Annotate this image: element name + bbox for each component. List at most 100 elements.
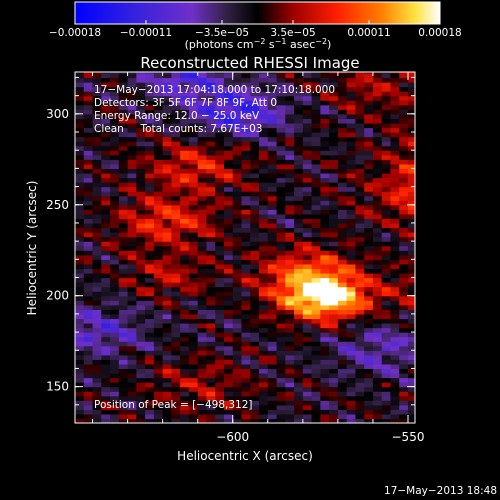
heatmap-cell: [136, 163, 146, 169]
heatmap-cell: [145, 245, 155, 251]
heatmap-cell: [372, 141, 383, 147]
heatmap-cell: [381, 163, 392, 169]
heatmap-cell: [302, 418, 313, 423]
heatmap-cell: [294, 368, 304, 374]
heatmap-cell: [285, 327, 295, 333]
heatmap-cell: [372, 391, 383, 397]
heatmap-cell: [285, 409, 295, 415]
heatmap-cell: [346, 104, 357, 110]
heatmap-cell: [136, 159, 146, 165]
heatmap-cell: [197, 154, 208, 160]
heatmap-cell: [311, 195, 321, 201]
heatmap-cell: [294, 72, 304, 74]
heatmap-cell: [302, 413, 313, 420]
heatmap-cell: [311, 122, 321, 129]
heatmap-cell: [311, 113, 321, 119]
heatmap-cell: [259, 245, 269, 251]
heatmap-cell: [311, 309, 321, 315]
heatmap-cell: [127, 163, 137, 169]
heatmap-cell: [346, 286, 357, 292]
heatmap-cell: [75, 218, 85, 224]
heatmap-cell: [311, 132, 321, 138]
heatmap-cell: [259, 177, 269, 183]
heatmap-cell: [267, 209, 278, 215]
heatmap-cell: [285, 391, 295, 397]
heatmap-cell: [267, 132, 278, 138]
heatmap-cell: [188, 163, 199, 169]
heatmap-cell: [372, 313, 383, 320]
heatmap-cell: [145, 386, 155, 392]
heatmap-cell: [145, 300, 155, 306]
heatmap-cell: [320, 118, 330, 124]
heatmap-cell: [294, 182, 304, 188]
heatmap-cell: [145, 177, 155, 183]
heatmap-cell: [346, 200, 357, 206]
heatmap-cell: [294, 400, 304, 406]
heatmap-cell: [311, 345, 321, 351]
heatmap-cell: [337, 286, 348, 292]
heatmap-cell: [311, 295, 321, 301]
heatmap-cell: [127, 86, 137, 92]
heatmap-cell: [153, 318, 164, 324]
heatmap-cell: [390, 100, 400, 106]
heatmap-cell: [355, 204, 365, 210]
heatmap-cell: [92, 213, 102, 219]
heatmap-cell: [153, 377, 164, 383]
heatmap-cell: [110, 159, 120, 165]
heatmap-cell: [75, 295, 85, 301]
heatmap-cell: [355, 241, 365, 247]
heatmap-cell: [127, 363, 137, 370]
heatmap-cell: [407, 327, 415, 333]
heatmap-cell: [399, 368, 409, 374]
heatmap-cell: [320, 213, 330, 219]
heatmap-cell: [83, 345, 94, 351]
heatmap-cell: [241, 318, 251, 324]
heatmap-cell: [162, 72, 172, 74]
heatmap-cell: [215, 72, 225, 79]
heatmap-cell: [83, 363, 94, 370]
heatmap-cell: [399, 259, 409, 265]
heatmap-cell: [399, 354, 409, 360]
heatmap-cell: [329, 150, 339, 156]
heatmap-cell: [75, 322, 85, 329]
heatmap-cell: [320, 368, 330, 374]
heatmap-cell: [145, 336, 155, 342]
heatmap-cell: [364, 168, 374, 174]
heatmap-cell: [223, 322, 234, 329]
heatmap-cell: [407, 377, 415, 383]
heatmap-cell: [101, 136, 111, 142]
heatmap-cell: [83, 191, 94, 197]
heatmap-cell: [355, 236, 365, 242]
heatmap-cell: [407, 341, 415, 347]
heatmap-cell: [171, 213, 181, 219]
heatmap-cell: [346, 182, 357, 188]
heatmap-cell: [110, 122, 120, 129]
heatmap-cell: [337, 309, 348, 315]
heatmap-cell: [329, 309, 339, 315]
heatmap-cell: [75, 136, 85, 142]
heatmap-cell: [276, 404, 286, 410]
heatmap-cell: [110, 241, 120, 247]
colorbar-tick-label: −0.00011: [120, 27, 172, 39]
heatmap-cell: [320, 141, 330, 147]
heatmap-cell: [320, 386, 330, 392]
heatmap-cell: [346, 309, 357, 315]
heatmap-cell: [346, 245, 357, 251]
heatmap-cell: [127, 91, 137, 97]
heatmap-cell: [153, 350, 164, 356]
heatmap-cell: [311, 236, 321, 242]
heatmap-cell: [337, 404, 348, 410]
heatmap-cell: [399, 141, 409, 147]
heatmap-cell: [381, 95, 392, 101]
heatmap-cell: [223, 127, 234, 133]
heatmap-cell: [118, 186, 129, 192]
heatmap-cell: [267, 341, 278, 347]
heatmap-cell: [180, 218, 190, 224]
heatmap-cell: [285, 254, 295, 260]
heatmap-cell: [162, 345, 172, 351]
heatmap-cell: [285, 268, 295, 274]
heatmap-cell: [127, 259, 137, 265]
heatmap-cell: [232, 391, 243, 397]
heatmap-cell: [162, 159, 172, 165]
heatmap-cell: [267, 186, 278, 192]
